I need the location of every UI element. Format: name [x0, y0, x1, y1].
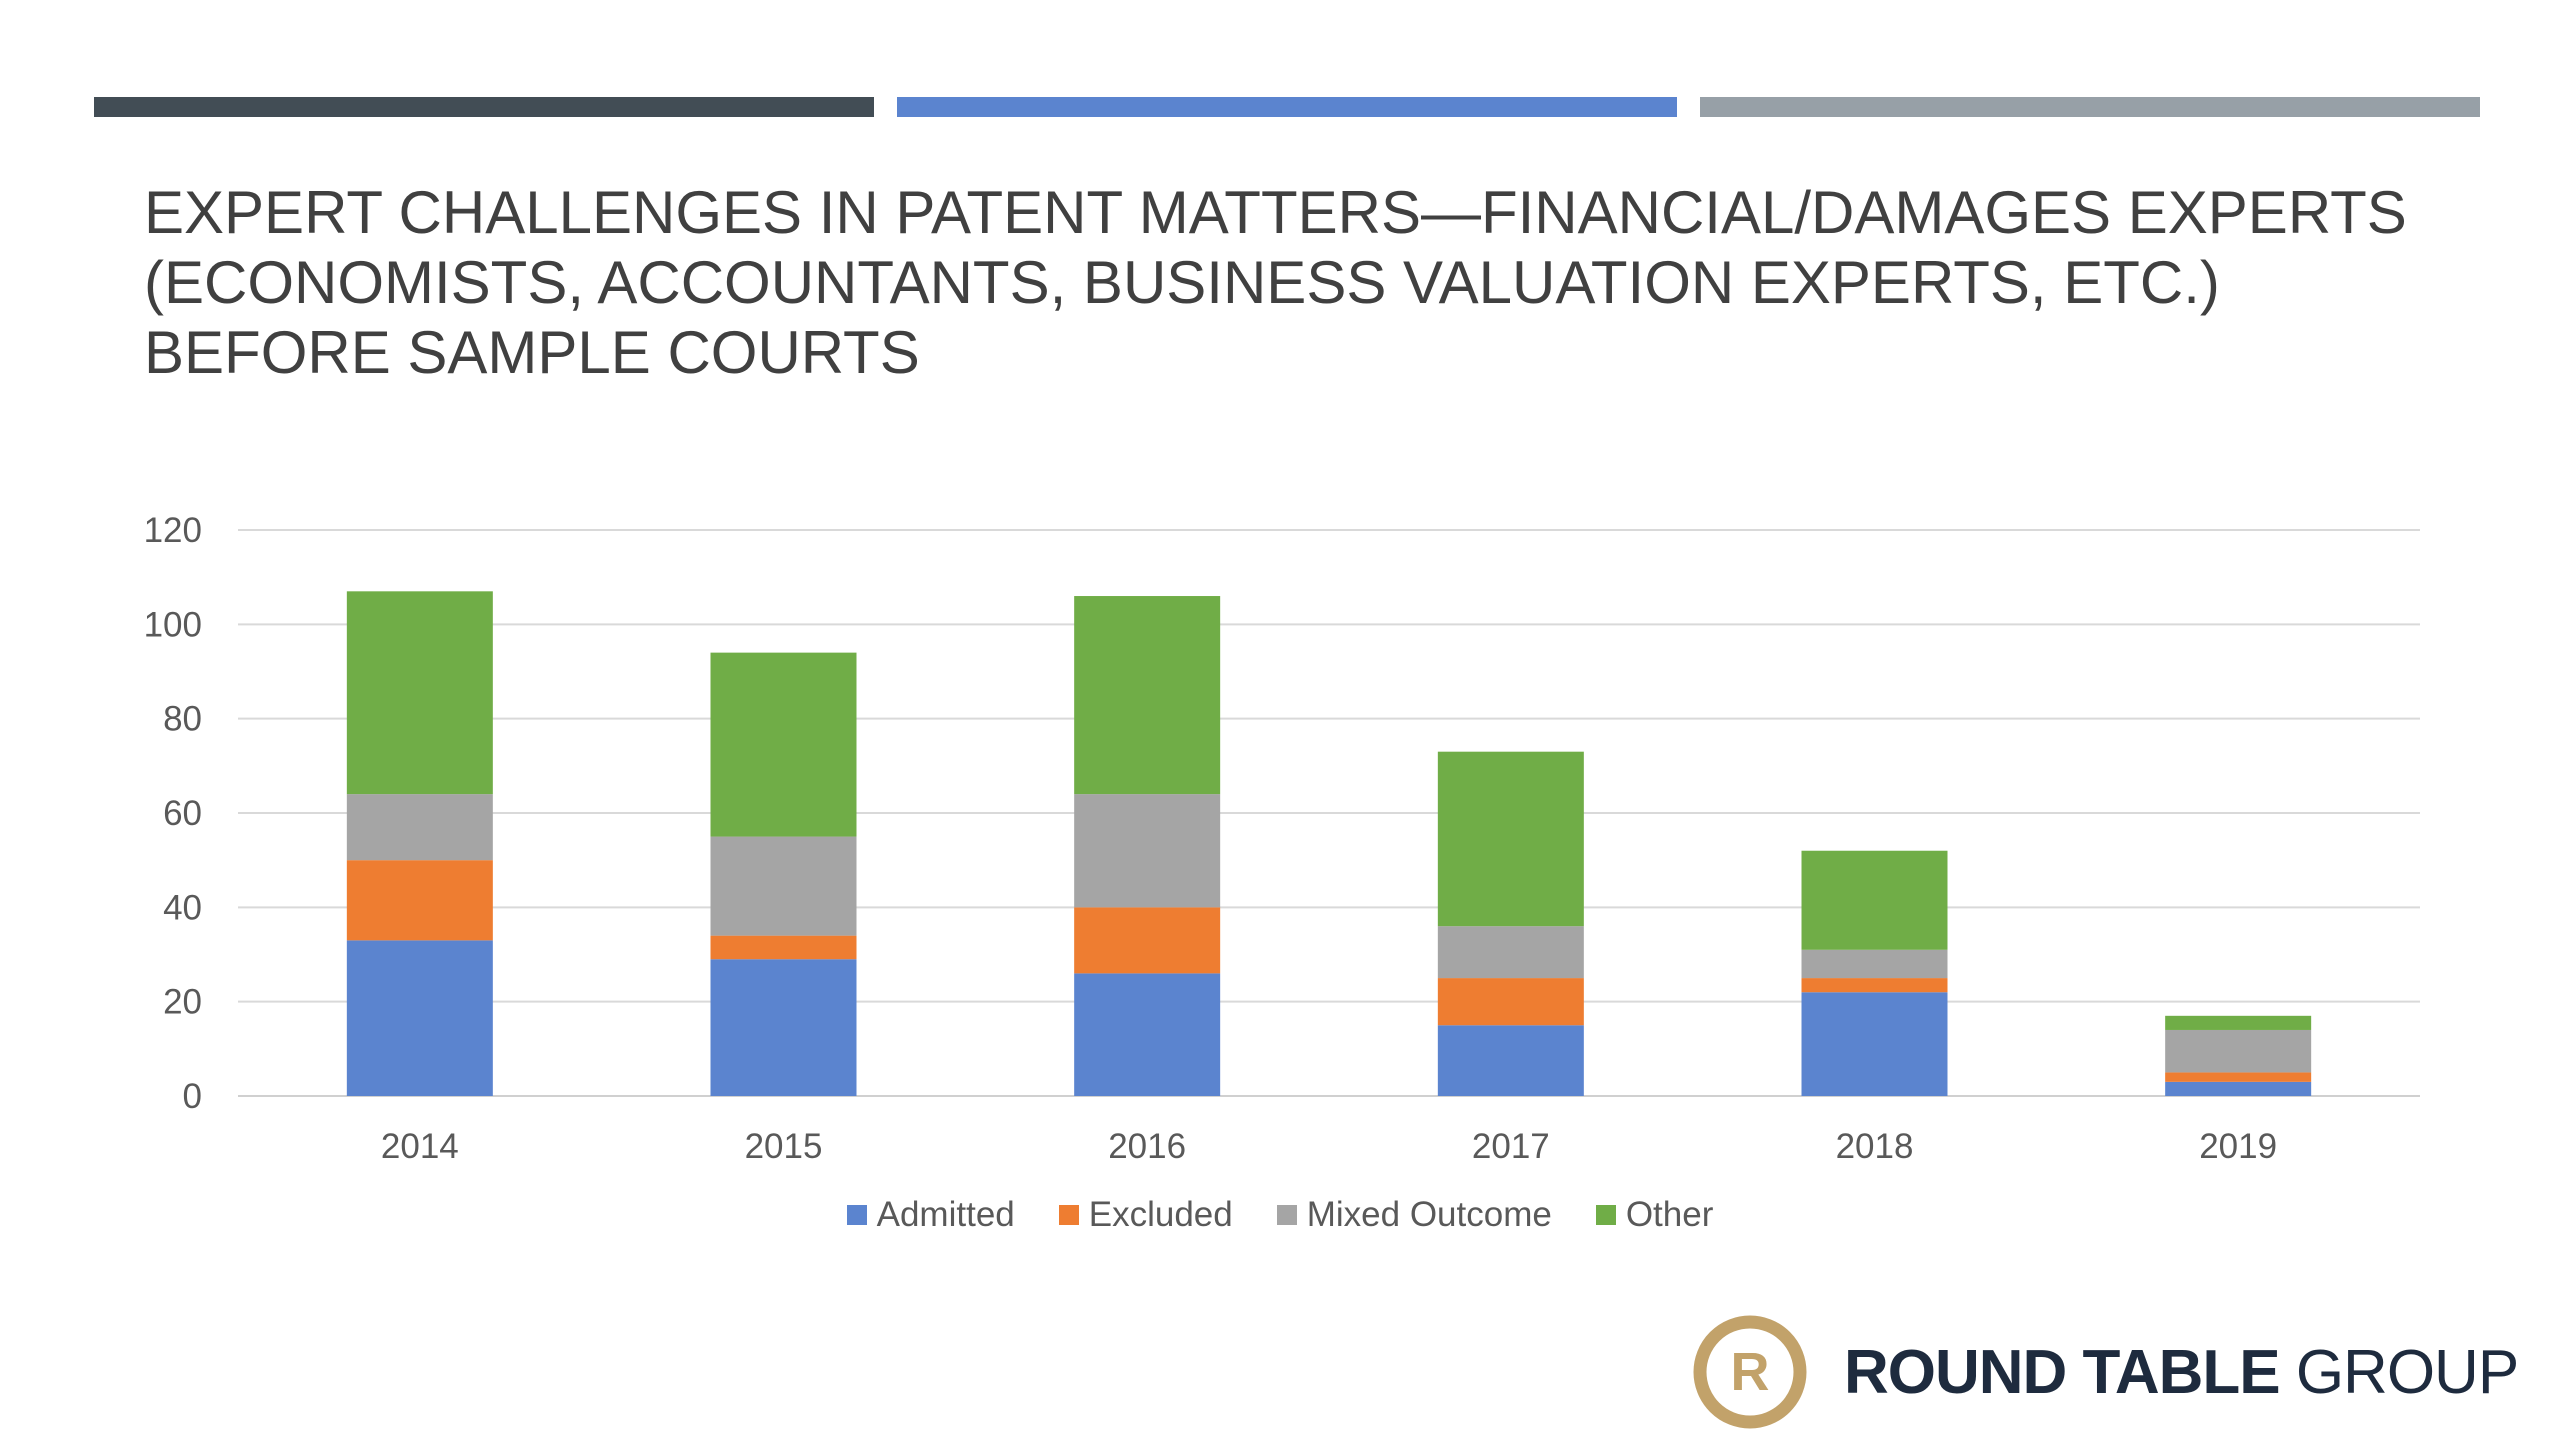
slide-title: EXPERT CHALLENGES IN PATENT MATTERS—FINA…	[144, 178, 2444, 388]
logo-wordmark-strong: ROUND TABLE	[1844, 1337, 2281, 1407]
legend-swatch	[1276, 1205, 1297, 1225]
y-tick-label: 60	[163, 794, 202, 833]
bar-admitted-2016	[1074, 973, 1221, 1096]
bar-excluded-2016	[1074, 907, 1221, 974]
bar-admitted-2015	[710, 959, 857, 1096]
bar-mixed-outcome-2015	[710, 836, 857, 936]
bar-mixed-outcome-2017	[1437, 926, 1584, 979]
bar-other-2015	[710, 652, 857, 837]
x-tick-label: 2014	[381, 1127, 459, 1166]
legend-label: Mixed Outcome	[1306, 1195, 1552, 1234]
x-tick-label: 2018	[1836, 1127, 1914, 1166]
bar-mixed-outcome-2016	[1074, 794, 1221, 908]
y-tick-label: 120	[144, 511, 202, 550]
x-tick-label: 2019	[2199, 1127, 2277, 1166]
slide-title-line-2: (ECONOMISTS, ACCOUNTANTS, BUSINESS VALUA…	[144, 249, 2220, 316]
bar-admitted-2017	[1437, 1025, 1584, 1096]
round-table-logo-icon: R	[1693, 1315, 1807, 1429]
y-tick-label: 80	[163, 700, 202, 739]
legend-label: Admitted	[876, 1195, 1015, 1234]
bar-other-2018	[1801, 850, 1948, 950]
legend-label: Other	[1625, 1195, 1714, 1234]
bar-excluded-2018	[1801, 978, 1948, 993]
bar-other-2014	[346, 591, 493, 795]
bar-mixed-outcome-2014	[346, 794, 493, 861]
bar-admitted-2014	[346, 940, 493, 1096]
legend-item-other: Other	[1595, 1195, 1714, 1235]
bar-excluded-2019	[2165, 1072, 2312, 1082]
bar-excluded-2017	[1437, 978, 1584, 1026]
round-table-group-logo: R ROUND TABLE GROUP	[1692, 1312, 2519, 1432]
bar-mixed-outcome-2018	[1801, 949, 1948, 979]
legend-item-excluded: Excluded	[1058, 1195, 1233, 1235]
chart-legend: Admitted Excluded Mixed Outcome Other	[0, 1190, 2560, 1240]
legend-swatch	[1058, 1205, 1079, 1225]
x-tick-label: 2015	[745, 1127, 823, 1166]
legend-item-mixed-outcome: Mixed Outcome	[1276, 1195, 1552, 1235]
x-tick-label: 2016	[1108, 1127, 1186, 1166]
bar-excluded-2014	[346, 860, 493, 941]
slide-title-line-1: EXPERT CHALLENGES IN PATENT MATTERS—FINA…	[144, 179, 2407, 246]
accent-bar-blue	[897, 97, 1677, 117]
logo-wordmark: ROUND TABLE GROUP	[1844, 1337, 2519, 1408]
bar-other-2019	[2165, 1015, 2312, 1030]
legend-swatch	[1595, 1205, 1616, 1225]
y-tick-label: 20	[163, 983, 202, 1022]
legend-label: Excluded	[1088, 1195, 1233, 1234]
bar-excluded-2015	[710, 935, 857, 960]
bar-other-2016	[1074, 596, 1221, 795]
logo-wordmark-light: GROUP	[2279, 1337, 2519, 1407]
x-tick-label: 2017	[1472, 1127, 1550, 1166]
accent-bar-dark	[94, 97, 874, 117]
accent-bar-gray	[1700, 97, 2480, 117]
logo-mark-letter: R	[1731, 1342, 1770, 1402]
bar-admitted-2019	[2165, 1081, 2312, 1096]
slide-title-line-3: BEFORE SAMPLE COURTS	[144, 319, 920, 386]
legend-swatch	[846, 1205, 867, 1225]
y-tick-label: 100	[144, 605, 202, 644]
legend-item-admitted: Admitted	[846, 1195, 1015, 1235]
y-tick-label: 0	[183, 1077, 202, 1116]
header-accent-bars	[94, 97, 2480, 117]
bar-mixed-outcome-2019	[2165, 1029, 2312, 1073]
y-tick-label: 40	[163, 888, 202, 927]
bar-other-2017	[1437, 751, 1584, 927]
bar-admitted-2018	[1801, 992, 1948, 1096]
